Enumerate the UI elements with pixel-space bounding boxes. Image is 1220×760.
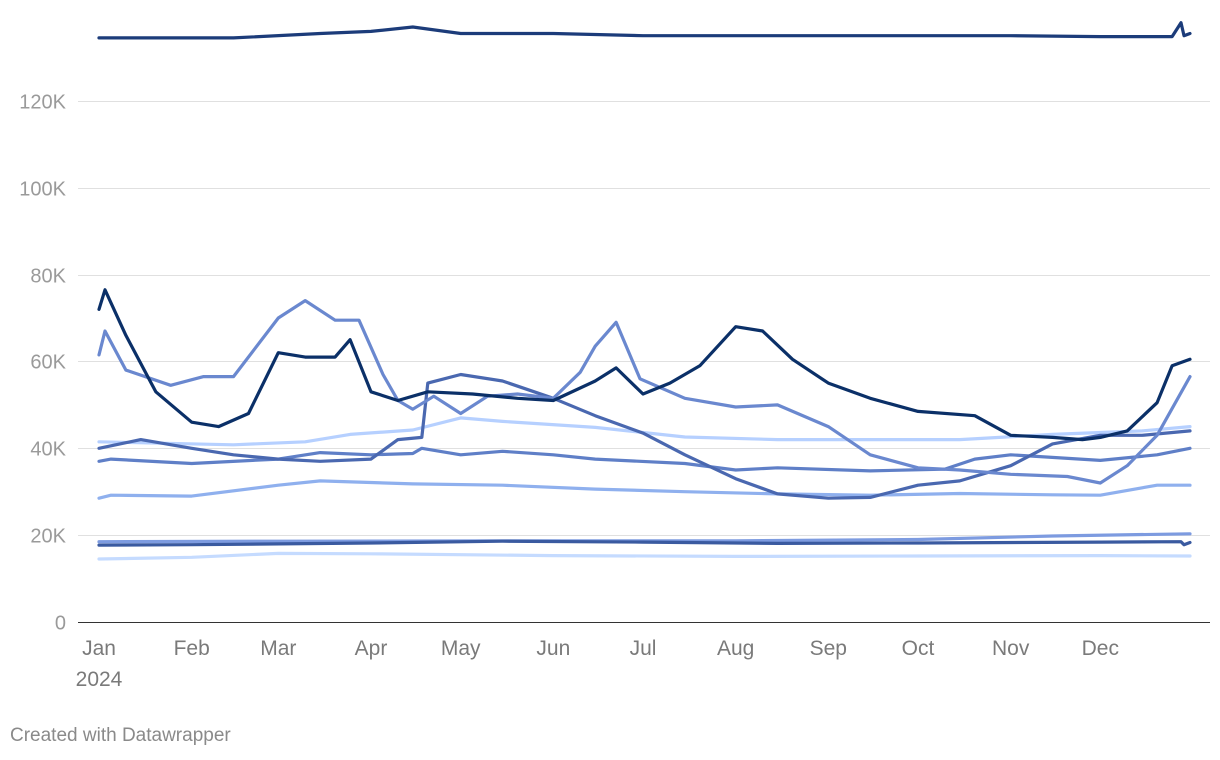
series-line [97,372,1192,500]
x-tick-label: Oct [902,637,935,660]
series-line [97,446,1192,473]
x-tick-label: Jul [630,637,657,660]
y-tick-label: 0 [55,613,66,635]
x-tick-label: Feb [174,637,210,660]
x-tick-label: Aug [717,637,754,660]
series-line [97,532,1192,544]
series-line [97,551,1192,561]
y-axis-tick-labels: 0 20K 40K 60K 80K 100K 120K [19,92,66,635]
series-line [97,539,1192,547]
y-tick-label: 100K [19,179,66,201]
series-line [97,416,1192,447]
series-line [97,288,1192,442]
credit-text: Created with Datawrapper [10,725,231,746]
x-tick-label: Apr [355,637,388,660]
y-tick-label: 80K [30,266,66,288]
x-year-label: 2024 [76,668,123,691]
y-tick-label: 40K [30,439,66,461]
series-lines [97,21,1192,561]
x-tick-label: Jan [82,637,116,660]
x-tick-label: Nov [992,637,1030,660]
series-line [97,21,1192,40]
x-tick-label: Dec [1082,637,1119,660]
y-tick-label: 120K [19,92,66,114]
x-tick-label: Mar [260,637,296,660]
y-tick-label: 60K [30,352,66,374]
series-line [97,299,1192,485]
y-tick-label: 20K [30,526,66,548]
series-line [97,479,1192,500]
x-tick-label: Sep [810,637,847,660]
gridlines [78,101,1210,623]
x-tick-label: May [441,637,481,660]
x-tick-label: Jun [536,637,570,660]
x-axis-tick-labels: Jan Feb Mar Apr May Jun Jul Aug Sep Oct Nov Dec 2024 [76,637,1119,691]
